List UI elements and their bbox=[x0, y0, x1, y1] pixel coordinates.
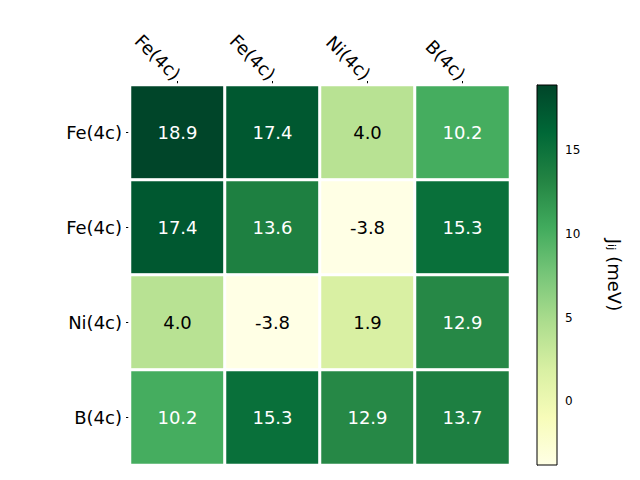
svg-text:Fe(4c): Fe(4c) bbox=[66, 217, 122, 238]
svg-text:1.9: 1.9 bbox=[353, 312, 382, 333]
svg-text:Fe(4c): Fe(4c) bbox=[131, 30, 185, 84]
svg-text:Ni(4c): Ni(4c) bbox=[68, 312, 122, 333]
svg-text:Ni(4c): Ni(4c) bbox=[322, 32, 375, 85]
svg-text:15.3: 15.3 bbox=[442, 217, 482, 238]
svg-text:Jᵢⱼ (meV): Jᵢⱼ (meV) bbox=[604, 238, 625, 311]
svg-text:4.0: 4.0 bbox=[163, 312, 192, 333]
svg-text:15.3: 15.3 bbox=[252, 407, 292, 428]
svg-text:17.4: 17.4 bbox=[252, 122, 292, 143]
svg-text:B(4c): B(4c) bbox=[421, 36, 470, 85]
svg-text:13.7: 13.7 bbox=[442, 407, 482, 428]
svg-text:-3.8: -3.8 bbox=[350, 217, 385, 238]
svg-text:Fe(4c): Fe(4c) bbox=[226, 30, 280, 84]
svg-text:13.6: 13.6 bbox=[252, 217, 292, 238]
svg-text:15: 15 bbox=[565, 143, 580, 157]
svg-text:17.4: 17.4 bbox=[157, 217, 197, 238]
svg-text:-3.8: -3.8 bbox=[255, 312, 290, 333]
svg-text:18.9: 18.9 bbox=[157, 122, 197, 143]
svg-text:10: 10 bbox=[565, 227, 580, 241]
svg-text:4.0: 4.0 bbox=[353, 122, 382, 143]
svg-text:12.9: 12.9 bbox=[347, 407, 387, 428]
svg-text:5: 5 bbox=[565, 311, 573, 325]
svg-text:0: 0 bbox=[565, 394, 573, 408]
svg-text:B(4c): B(4c) bbox=[74, 407, 122, 428]
svg-text:10.2: 10.2 bbox=[442, 122, 482, 143]
svg-text:10.2: 10.2 bbox=[157, 407, 197, 428]
svg-text:Fe(4c): Fe(4c) bbox=[66, 122, 122, 143]
svg-text:12.9: 12.9 bbox=[442, 312, 482, 333]
